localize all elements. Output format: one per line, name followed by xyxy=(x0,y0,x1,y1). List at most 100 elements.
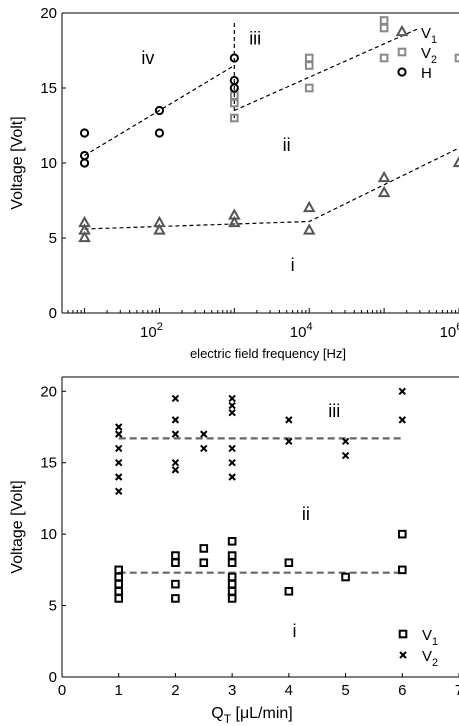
data-point-v2 xyxy=(171,416,180,424)
y-tick-label: 5 xyxy=(49,230,57,247)
data-point-v1 xyxy=(397,565,407,575)
data-point-h xyxy=(154,105,165,116)
data-point-v2 xyxy=(200,430,208,438)
data-point-v2 xyxy=(228,444,236,453)
x-tick-label-exponent: 2 xyxy=(157,321,163,333)
data-point-v2 xyxy=(341,451,350,460)
x-tick-label: 5 xyxy=(341,682,349,699)
data-point-v1 xyxy=(227,579,237,589)
data-point-v2 xyxy=(230,113,239,123)
region-label: i xyxy=(291,255,295,275)
data-point-v1 xyxy=(227,536,237,546)
data-point-h xyxy=(154,128,165,138)
y-tick-label: 15 xyxy=(40,455,57,472)
data-point-v2 xyxy=(379,23,389,33)
data-point-v1 xyxy=(171,594,180,603)
fit-line xyxy=(84,147,459,230)
data-point-v1 xyxy=(284,558,294,568)
legend-label-base: V xyxy=(421,25,431,42)
data-point-v2 xyxy=(115,487,123,495)
data-point-v1 xyxy=(227,586,237,596)
data-point-v1 xyxy=(114,594,124,603)
data-point-v2 xyxy=(171,466,180,474)
data-point-v2 xyxy=(200,444,208,453)
data-point-v1 xyxy=(78,230,91,243)
x-tick-label: 6 xyxy=(398,682,406,699)
region-label: i xyxy=(293,621,297,641)
region-label: iv xyxy=(141,48,154,68)
legend-label-base: V xyxy=(422,627,432,644)
data-point-v2 xyxy=(115,423,123,431)
legend-marker-v1 xyxy=(398,629,408,639)
y-axis-label: Voltage [Volt] xyxy=(9,116,26,209)
fit-line xyxy=(234,27,421,112)
data-point-v1 xyxy=(397,529,407,539)
data-point-v2 xyxy=(379,16,389,25)
data-point-v2 xyxy=(228,473,236,481)
data-point-v2 xyxy=(304,53,314,63)
plot-2: 0 5 10 15 20 0 1 2 3 4 5 6 7 Voltage [Volt] QT [μL/min… xyxy=(9,376,459,726)
x-tick-label: 104 xyxy=(290,321,313,341)
region-label: iii xyxy=(328,401,340,421)
legend-label: H xyxy=(421,65,432,82)
x-tick-label: 1 xyxy=(115,682,123,699)
data-point-v2 xyxy=(171,430,180,438)
legend-label: V1 xyxy=(422,627,438,648)
y-axis-label: Voltage [Volt] xyxy=(9,480,26,573)
data-point-v1 xyxy=(199,558,209,568)
x-axis-label: QT [μL/min] xyxy=(211,705,292,726)
legend-label-subscript: 2 xyxy=(431,54,437,66)
legend-label-base: V xyxy=(422,648,432,665)
y-tick-label: 20 xyxy=(40,5,57,22)
y-tick-label: 5 xyxy=(49,598,57,615)
data-point-v1 xyxy=(114,579,124,589)
data-point-v1 xyxy=(452,155,459,168)
y-tick-label: 0 xyxy=(49,305,57,322)
legend-label-subscript: 2 xyxy=(432,657,438,669)
data-point-v1 xyxy=(284,586,294,596)
x-axis-label-subscript: T xyxy=(224,712,232,726)
legend-label-base: V xyxy=(421,45,431,62)
data-point-v2 xyxy=(304,61,314,70)
data-point-v2 xyxy=(379,53,389,63)
x-axis-label-unit: [μL/min] xyxy=(231,705,293,722)
legend-label-subscript: 1 xyxy=(432,636,438,648)
legend-marker-h xyxy=(397,67,407,77)
legend-label: V2 xyxy=(422,648,438,669)
data-point-v2 xyxy=(115,444,123,453)
data-point-v1 xyxy=(199,544,209,553)
y-tick-label: 20 xyxy=(40,383,57,400)
data-point-v1 xyxy=(153,223,166,235)
x-tick-label: 0 xyxy=(58,682,66,699)
data-point-v1 xyxy=(114,572,124,582)
y-tick-label: 15 xyxy=(40,80,57,97)
data-point-h xyxy=(79,128,90,138)
data-point-v1 xyxy=(377,170,391,183)
x-axis-label-base: Q xyxy=(211,705,223,722)
x-tick-label: 106 xyxy=(440,321,459,341)
data-point-h xyxy=(79,158,90,168)
data-point-v2 xyxy=(228,409,236,417)
data-point-h xyxy=(229,53,239,63)
x-tick-label: 2 xyxy=(171,682,179,699)
region-label: ii xyxy=(302,504,310,524)
legend-marker-v2 xyxy=(397,47,407,57)
data-point-h xyxy=(229,83,239,93)
legend-marker-v1 xyxy=(395,24,409,37)
data-point-v1 xyxy=(302,223,316,235)
data-point-v1 xyxy=(227,572,237,582)
legend-label-subscript: 1 xyxy=(431,34,437,46)
data-point-v2 xyxy=(398,387,406,395)
fit-line xyxy=(84,64,235,157)
data-point-v2 xyxy=(398,416,406,424)
data-point-v1 xyxy=(171,551,180,560)
data-point-v1 xyxy=(227,551,237,560)
legend-label-base: H xyxy=(421,65,432,82)
data-point-v2 xyxy=(341,437,350,445)
data-point-v1 xyxy=(114,565,124,575)
data-point-v1 xyxy=(228,215,241,228)
x-tick-label: 7 xyxy=(455,682,459,699)
x-tick-label: 4 xyxy=(285,682,293,699)
